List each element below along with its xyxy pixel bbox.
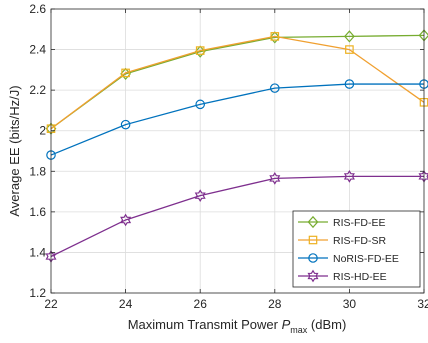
data-point	[269, 83, 280, 93]
legend: RIS-FD-EE RIS-FD-SR NoRIS-FD-EE RIS-HD-EE	[292, 210, 421, 288]
x-tick-label: 24	[119, 297, 133, 311]
x-tick-label: 22	[44, 297, 58, 311]
legend-item: RIS-FD-SR	[298, 235, 386, 247]
y-tick-label: 1.2	[29, 286, 46, 300]
series-line	[50, 175, 424, 258]
data-point	[345, 45, 354, 54]
plot-frame	[50, 8, 425, 294]
data-point	[269, 31, 281, 44]
data-point	[343, 30, 355, 43]
legend-item: NoRIS-FD-EE	[298, 253, 399, 265]
data-point	[121, 68, 130, 78]
axis-ticks	[50, 8, 425, 294]
data-point	[270, 32, 280, 41]
legend-marker	[307, 269, 319, 283]
legend-label: RIS-HD-EE	[333, 271, 387, 283]
series-layer	[45, 29, 428, 263]
data-point	[194, 189, 206, 202]
x-axis-title-symbol: P	[282, 317, 291, 332]
data-point	[195, 99, 205, 110]
data-point	[120, 213, 132, 227]
data-point	[120, 119, 131, 130]
x-tick-label: 30	[343, 297, 357, 311]
x-axis-title-subscript: max	[290, 325, 308, 335]
x-tick-label: 32	[417, 297, 428, 311]
x-axis-title: Maximum Transmit Power Pmax (dBm)	[128, 317, 347, 335]
y-tick-label: 2.2	[29, 83, 46, 97]
x-tick-label: 28	[268, 297, 282, 311]
legend-label: NoRIS-FD-EE	[333, 253, 399, 265]
data-point	[269, 172, 281, 185]
legend-marker	[308, 253, 318, 263]
y-axis-title: Average EE (bits/Hz/J)	[7, 85, 22, 216]
tick-labels: 22 24 26 28 30 32 1.2 1.4 1.6 1.8 2 2.2 2.4 2.6	[29, 2, 428, 311]
legend-marker	[308, 235, 318, 245]
grid-lines	[51, 9, 424, 293]
y-tick-label: 1.8	[29, 164, 46, 178]
y-tick-label: 2.4	[29, 43, 46, 57]
y-tick-label: 2	[39, 124, 46, 138]
data-point	[343, 170, 355, 183]
y-tick-label: 1.4	[29, 245, 46, 259]
data-point	[195, 46, 205, 55]
y-tick-label: 2.6	[29, 2, 46, 16]
legend-box	[292, 210, 421, 288]
legend-item: RIS-FD-EE	[298, 215, 386, 229]
series-line	[50, 34, 425, 130]
legend-label: RIS-FD-EE	[333, 217, 386, 229]
x-axis-title-suffix: (dBm)	[307, 317, 346, 332]
legend-marker	[307, 215, 319, 229]
y-tick-label: 1.6	[29, 205, 46, 219]
series-line	[50, 35, 425, 130]
data-point	[344, 79, 355, 89]
series-line	[50, 83, 424, 156]
legend-label: RIS-FD-SR	[333, 235, 386, 247]
x-axis-title-prefix: Maximum Transmit Power	[128, 317, 282, 332]
legend-item: RIS-HD-EE	[298, 269, 387, 283]
x-tick-label: 26	[194, 297, 208, 311]
